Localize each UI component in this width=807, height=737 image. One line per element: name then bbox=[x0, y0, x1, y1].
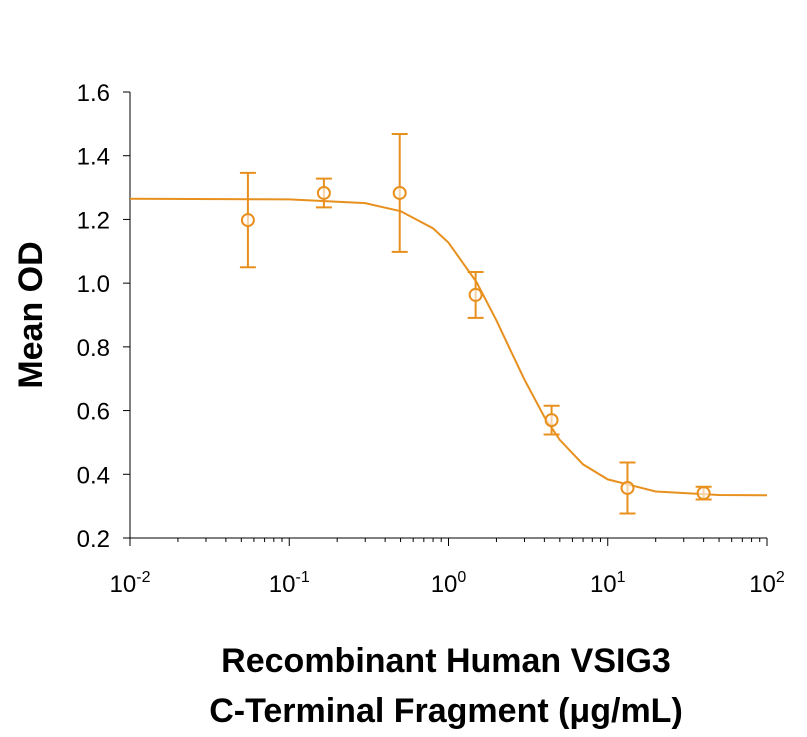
x-tick-power: -2 bbox=[136, 569, 150, 586]
y-tick-label: 0.8 bbox=[77, 335, 110, 362]
fit-curve bbox=[129, 197, 768, 497]
x-tick-power: 2 bbox=[776, 569, 785, 586]
data-point bbox=[620, 480, 635, 495]
x-tick-base: 10 bbox=[749, 571, 776, 598]
x-axis-label: C-Terminal Fragment (μg/mL) bbox=[209, 692, 683, 730]
x-axis-label: Recombinant Human VSIG3 bbox=[221, 642, 671, 680]
y-axis-label: Mean OD bbox=[12, 241, 50, 388]
y-tick-label: 1.4 bbox=[77, 144, 110, 171]
data-point bbox=[468, 287, 483, 302]
y-tick-label: 1.0 bbox=[77, 271, 110, 298]
y-tick-label: 0.6 bbox=[77, 399, 110, 426]
data-point bbox=[392, 185, 407, 200]
data-point bbox=[544, 413, 559, 428]
x-tick-label: 101 bbox=[590, 569, 626, 598]
x-tick-label: 100 bbox=[431, 569, 467, 598]
x-tick-label: 10-1 bbox=[269, 569, 310, 598]
y-tick-label: 1.2 bbox=[77, 207, 110, 234]
y-tick-label: 1.6 bbox=[77, 80, 110, 107]
x-tick-base: 10 bbox=[590, 571, 617, 598]
x-tick-base: 10 bbox=[110, 571, 137, 598]
x-tick-base: 10 bbox=[431, 571, 458, 598]
x-tick-power: 0 bbox=[457, 569, 466, 586]
x-tick-label: 102 bbox=[749, 569, 785, 598]
x-tick-power: -1 bbox=[295, 569, 309, 586]
x-tick-power: 1 bbox=[617, 569, 626, 586]
x-tick-base: 10 bbox=[269, 571, 296, 598]
y-tick-label: 0.4 bbox=[77, 462, 110, 489]
data-point bbox=[696, 486, 711, 501]
data-point bbox=[316, 185, 331, 200]
y-tick-label: 0.2 bbox=[77, 526, 110, 553]
x-tick-label: 10-2 bbox=[110, 569, 151, 598]
data-point bbox=[240, 213, 255, 228]
